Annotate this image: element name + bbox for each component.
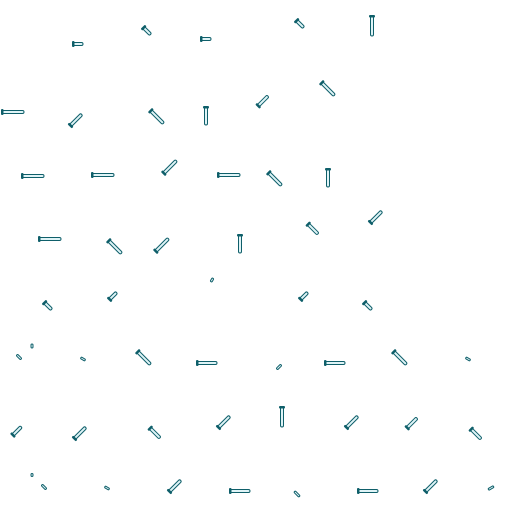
nail-icon <box>276 364 282 370</box>
nail-icon <box>404 417 418 431</box>
nail-icon <box>229 488 251 494</box>
nail-icon <box>38 236 62 242</box>
nail-icon <box>106 238 123 255</box>
nail-icon <box>255 95 269 109</box>
nail-icon <box>71 426 87 442</box>
nail-icon <box>325 168 331 188</box>
nail-icon <box>107 291 118 302</box>
nail-icon <box>1 109 25 115</box>
nail-icon <box>293 490 301 498</box>
nail-icon <box>91 172 115 178</box>
nail-icon <box>21 173 45 179</box>
nail-icon <box>166 479 182 495</box>
nail-icon <box>200 36 212 42</box>
nail-icon <box>41 484 47 490</box>
nail-icon <box>67 113 83 129</box>
nail-icon <box>161 159 178 176</box>
nail-icon <box>465 356 471 362</box>
nail-icon <box>266 170 283 187</box>
nail-icon <box>153 237 170 254</box>
nail-icon <box>30 473 34 477</box>
nail-icon <box>369 15 375 37</box>
nail-icon <box>80 356 86 362</box>
nail-icon <box>148 108 165 125</box>
nail-icon <box>391 349 408 366</box>
nail-icon <box>367 210 383 226</box>
nail-icon <box>215 415 231 431</box>
nail-icon <box>104 485 110 491</box>
nail-icon <box>10 425 23 438</box>
nail-icon <box>343 415 359 431</box>
nail-icon <box>196 360 218 366</box>
nail-icon <box>422 479 438 495</box>
nail-icon <box>237 234 243 254</box>
nail-icon <box>30 343 34 349</box>
nail-icon <box>298 291 309 302</box>
nail-icon <box>362 300 373 311</box>
nail-icon <box>294 18 305 29</box>
nail-icon <box>203 106 209 126</box>
nail-icon <box>324 360 346 366</box>
nail-icon <box>135 349 152 366</box>
nail-icon <box>16 354 22 360</box>
nail-icon <box>141 25 152 36</box>
nail-icon <box>468 426 482 440</box>
nail-icon <box>487 485 495 491</box>
nail-icon <box>305 221 319 235</box>
nail-icon <box>357 488 379 494</box>
nail-icon <box>42 300 53 311</box>
nail-icon <box>147 425 161 439</box>
nail-icon <box>319 80 336 97</box>
nail-icon <box>279 406 285 428</box>
nail-icon <box>210 277 214 283</box>
nail-icon <box>217 172 241 178</box>
nail-icon <box>72 41 84 47</box>
